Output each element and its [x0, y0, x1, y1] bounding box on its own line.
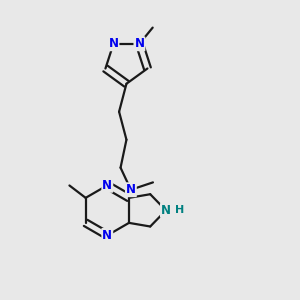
Text: N: N — [134, 37, 144, 50]
Text: N: N — [109, 37, 118, 50]
Text: N: N — [161, 204, 171, 217]
Text: H: H — [175, 206, 184, 215]
Text: N: N — [102, 179, 112, 192]
Text: N: N — [102, 229, 112, 242]
Text: N: N — [126, 183, 136, 196]
